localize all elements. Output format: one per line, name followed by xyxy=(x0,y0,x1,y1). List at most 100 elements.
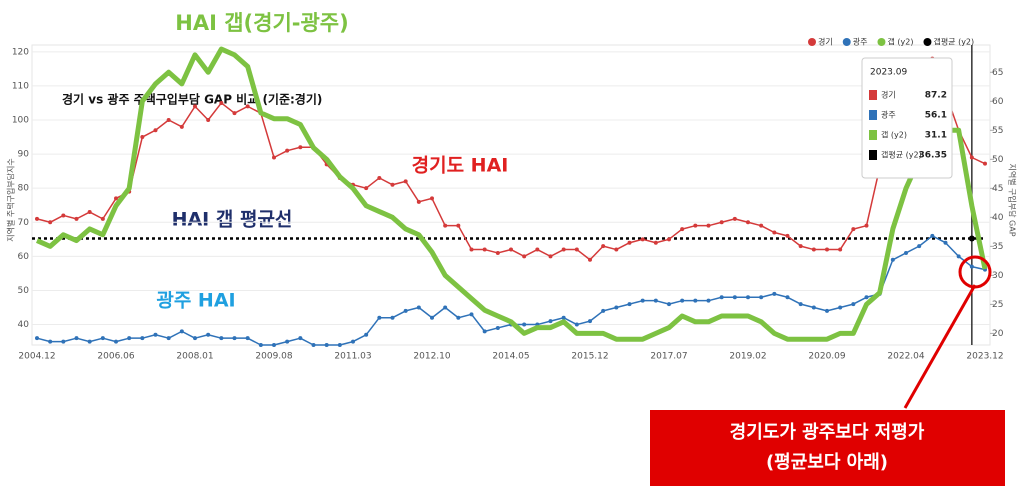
y-tick-label: 80 xyxy=(18,184,30,194)
y-tick-label: 70 xyxy=(18,218,30,228)
x-tick-label: 2017.07 xyxy=(650,352,687,362)
annotation: 광주 HAI xyxy=(156,290,235,312)
point xyxy=(377,175,382,180)
point xyxy=(851,227,856,232)
point xyxy=(811,305,816,310)
point xyxy=(601,244,606,249)
point xyxy=(693,298,698,303)
point xyxy=(693,223,698,228)
subtitle: 경기 vs 광주 주택구입부담 GAP 비교 (기준:경기) xyxy=(62,92,322,107)
point xyxy=(403,308,408,313)
point xyxy=(811,247,816,252)
point xyxy=(653,240,658,245)
point xyxy=(74,336,79,341)
point xyxy=(561,315,566,320)
tooltip-name: 갭평균 (y2) xyxy=(881,150,922,160)
point xyxy=(219,336,224,341)
x-tick-label: 2022.04 xyxy=(887,352,924,362)
point xyxy=(838,247,843,252)
series-line xyxy=(35,46,988,342)
point xyxy=(324,343,329,347)
annotation: HAI 갭 평균선 xyxy=(172,209,293,231)
point xyxy=(667,237,671,242)
y-tick-label: 120 xyxy=(12,47,29,57)
point xyxy=(285,148,290,153)
point xyxy=(364,332,369,337)
point xyxy=(969,264,974,269)
point xyxy=(574,322,579,327)
y-axis-label: 지역별 주택구입부담지수 xyxy=(6,158,16,242)
point xyxy=(403,179,408,184)
point xyxy=(456,315,461,320)
point xyxy=(153,332,158,337)
point xyxy=(798,302,803,307)
point xyxy=(772,230,777,235)
y2-tick-label: 35 xyxy=(992,242,1003,252)
y2-tick-label: 40 xyxy=(992,213,1004,223)
x-tick-label: 2012.10 xyxy=(413,352,450,362)
x-tick-label: 2008.01 xyxy=(176,352,213,362)
y-tick-label: 100 xyxy=(12,116,29,126)
legend-label: 갭 (y2) xyxy=(887,37,913,47)
legend-marker xyxy=(877,38,886,46)
point xyxy=(456,223,461,228)
point xyxy=(864,295,869,300)
point xyxy=(153,128,158,133)
point xyxy=(206,332,211,337)
point xyxy=(890,257,895,262)
point xyxy=(482,247,487,252)
point xyxy=(61,339,66,344)
y2-tick-label: 60 xyxy=(992,97,1004,107)
point xyxy=(48,339,53,344)
y2-tick-label: 25 xyxy=(992,300,1003,310)
point xyxy=(127,336,132,341)
point xyxy=(548,319,553,324)
point xyxy=(706,298,711,303)
callout-text: 경기도가 광주보다 저평가 xyxy=(730,422,925,443)
y-tick-label: 40 xyxy=(18,320,30,330)
legend-marker xyxy=(842,38,851,46)
point xyxy=(930,233,935,238)
point xyxy=(640,237,645,242)
point xyxy=(469,247,474,252)
x-tick-label: 2014.05 xyxy=(492,352,529,362)
point xyxy=(969,155,974,160)
point xyxy=(193,336,197,341)
point xyxy=(272,343,276,347)
point xyxy=(601,308,606,313)
tooltip-name: 경기 xyxy=(881,90,896,100)
annotation: 경기도 HAI xyxy=(412,155,509,177)
tooltip-swatch xyxy=(869,130,877,140)
point xyxy=(272,155,276,160)
chart-title: HAI 갭(경기-광주) xyxy=(175,11,348,35)
x-tick-label: 2011.03 xyxy=(334,352,371,362)
point xyxy=(746,295,750,300)
tooltip-name: 갭 (y2) xyxy=(881,130,907,140)
point xyxy=(390,182,395,187)
point xyxy=(838,305,843,310)
point xyxy=(100,336,105,341)
y2-tick-label: 50 xyxy=(992,155,1004,165)
point xyxy=(627,240,632,245)
tooltip-swatch xyxy=(869,90,877,100)
point xyxy=(179,124,184,129)
point xyxy=(364,186,369,191)
tooltip-name: 광주 xyxy=(881,110,896,120)
point xyxy=(719,295,724,300)
tooltip-box xyxy=(861,57,953,179)
point xyxy=(825,247,829,252)
point xyxy=(430,315,434,320)
legend-marker xyxy=(808,38,816,46)
y2-tick-label: 45 xyxy=(992,184,1003,194)
point xyxy=(298,336,303,341)
point xyxy=(311,343,316,347)
point xyxy=(864,223,869,228)
point xyxy=(430,196,434,201)
point xyxy=(219,100,224,105)
point xyxy=(509,247,513,252)
point xyxy=(614,247,619,252)
point xyxy=(772,291,777,296)
x-tick-label: 2023.12 xyxy=(966,352,1003,362)
point xyxy=(548,254,553,259)
